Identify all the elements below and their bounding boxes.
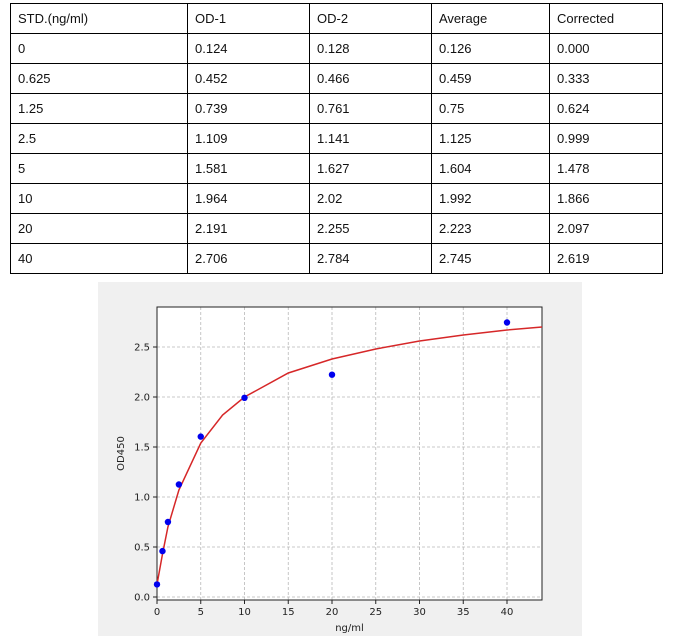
table-cell: 1.125: [431, 123, 550, 154]
table-cell: 0.128: [309, 33, 432, 64]
table-cell: 1.25: [10, 93, 188, 124]
plot-area: [157, 307, 542, 600]
x-tick-label: 15: [282, 607, 295, 618]
x-tick-label: 0: [154, 607, 160, 618]
table-cell: 2.02: [309, 183, 432, 214]
y-tick-label: 2.5: [134, 343, 150, 354]
y-tick-label: 1.0: [134, 493, 150, 504]
x-tick-label: 30: [413, 607, 426, 618]
table-cell: 1.964: [187, 183, 310, 214]
table-row: 10 1.964 2.02 1.992 1.866: [10, 183, 663, 214]
data-point: [164, 518, 172, 526]
table-row: 0.625 0.452 0.466 0.459 0.333: [10, 63, 663, 94]
table-cell: 0.624: [549, 93, 663, 124]
table-cell: 2.097: [549, 213, 663, 244]
table-cell: 1.604: [431, 153, 550, 184]
table-cell: 1.866: [549, 183, 663, 214]
table-row: 5 1.581 1.627 1.604 1.478: [10, 153, 663, 184]
table-cell: 0.761: [309, 93, 432, 124]
table-cell: 2.5: [10, 123, 188, 154]
x-tick-label: 5: [198, 607, 204, 618]
table-cell: 0.75: [431, 93, 550, 124]
standard-curve-table: STD.(ng/ml) OD-1 OD-2 Average Corrected 0 0.12…: [10, 3, 663, 274]
standard-curve-chart: 0 5 10 15 20 25 30 35 40 0.0 0.5 1.0 1.5 2.0 2.5 ng/ml O…: [98, 282, 582, 636]
data-point: [503, 319, 511, 326]
table-cell: 1.581: [187, 153, 310, 184]
table-cell: 1.992: [431, 183, 550, 214]
chart-svg: 0 5 10 15 20 25 30 35 40 0.0 0.5 1.0 1.5 2.0 2.5 ng/ml O…: [116, 306, 543, 634]
data-point: [197, 433, 204, 440]
data-point: [241, 394, 248, 401]
column-header: OD-1: [187, 3, 310, 34]
table-cell: 2.745: [431, 243, 550, 274]
x-tick-label: 10: [238, 607, 251, 618]
table-cell: 2.223: [431, 213, 550, 244]
data-point: [159, 547, 166, 555]
plot-frame: [156, 306, 543, 601]
x-tick-label: 40: [501, 607, 514, 618]
table-row: 40 2.706 2.784 2.745 2.619: [10, 243, 663, 274]
x-axis-label: ng/ml: [335, 623, 364, 634]
data-point: [328, 371, 336, 378]
table-cell: 0.126: [431, 33, 550, 64]
x-tick-label: 20: [326, 607, 339, 618]
table-cell: 2.784: [309, 243, 432, 274]
column-header: Corrected: [549, 3, 663, 34]
y-tick-label: 0.5: [134, 543, 150, 554]
table-cell: 0.000: [549, 33, 663, 64]
table-header-row: STD.(ng/ml) OD-1 OD-2 Average Corrected: [10, 3, 663, 34]
x-tick-label: 25: [369, 607, 382, 618]
table-cell: 0.739: [187, 93, 310, 124]
y-axis-label: OD450: [116, 436, 127, 471]
table-cell: 1.141: [309, 123, 432, 154]
table-cell: 2.191: [187, 213, 310, 244]
table-cell: 1.478: [549, 153, 663, 184]
table-cell: 1.627: [309, 153, 432, 184]
table-cell: 2.619: [549, 243, 663, 274]
table-cell: 0.625: [10, 63, 188, 94]
table-cell: 10: [10, 183, 188, 214]
table-cell: 20: [10, 213, 188, 244]
table-cell: 0.333: [549, 63, 663, 94]
table-cell: 2.706: [187, 243, 310, 274]
table-row: 2.5 1.109 1.141 1.125 0.999: [10, 123, 663, 154]
y-tick-label: 1.5: [134, 443, 150, 454]
column-header: STD.(ng/ml): [10, 3, 188, 34]
table-cell: 0.999: [549, 123, 663, 154]
table-cell: 0: [10, 33, 188, 64]
table-cell: 0.466: [309, 63, 432, 94]
table-cell: 1.109: [187, 123, 310, 154]
table-row: 1.25 0.739 0.761 0.75 0.624: [10, 93, 663, 124]
table-cell: 40: [10, 243, 188, 274]
data-point: [153, 581, 161, 588]
column-header: OD-2: [309, 3, 432, 34]
x-tick-label: 35: [457, 607, 470, 618]
y-tick-label: 2.0: [134, 393, 150, 404]
table-cell: 0.452: [187, 63, 310, 94]
table-cell: 5: [10, 153, 188, 184]
table-row: 0 0.124 0.128 0.126 0.000: [10, 33, 663, 64]
table-cell: 0.124: [187, 33, 310, 64]
table-row: 20 2.191 2.255 2.223 2.097: [10, 213, 663, 244]
data-point: [175, 481, 183, 488]
table-cell: 2.255: [309, 213, 432, 244]
y-tick-label: 0.0: [134, 593, 150, 604]
table-cell: 0.459: [431, 63, 550, 94]
column-header: Average: [431, 3, 550, 34]
